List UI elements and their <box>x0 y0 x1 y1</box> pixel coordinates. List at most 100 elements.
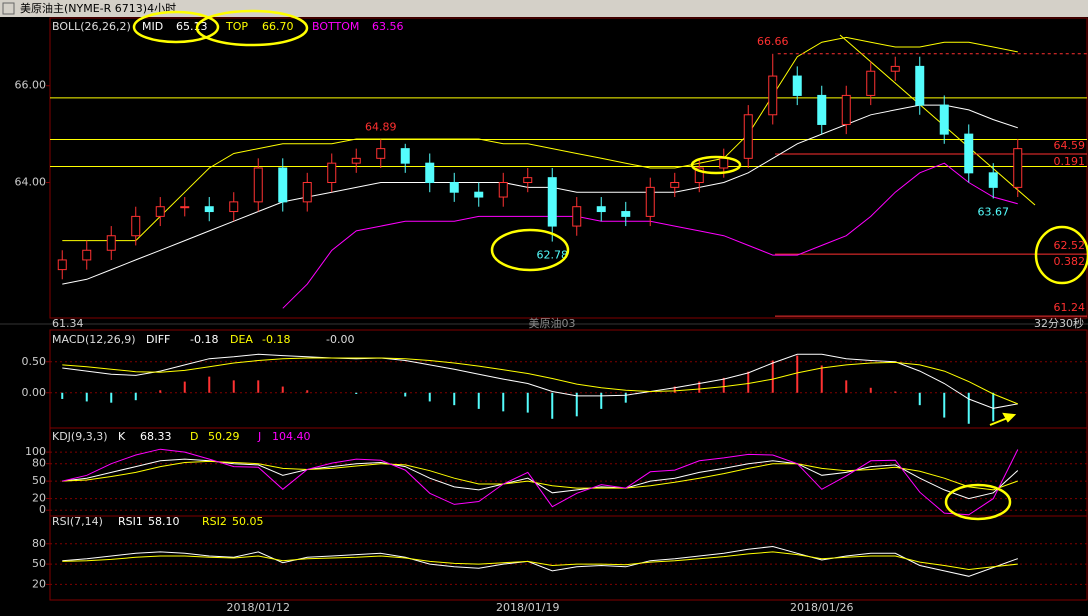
legend-value: 66.70 <box>262 20 294 33</box>
candle-body <box>229 201 239 213</box>
highlight-ellipses <box>132 9 1088 521</box>
fib-label: 64.59 <box>1054 139 1086 152</box>
macd-value: -0.00 <box>326 333 354 346</box>
price-annotation: 66.66 <box>757 35 789 48</box>
legend-value: 58.10 <box>148 515 180 528</box>
legend-name: K <box>118 430 126 443</box>
candle-body <box>523 177 533 184</box>
indicator-line <box>62 551 1018 571</box>
trend-line <box>839 34 1036 206</box>
candle-body <box>82 249 92 261</box>
fib-label: 62.52 <box>1054 239 1086 252</box>
y-tick-label: 50 <box>32 474 46 487</box>
indicator-line <box>62 460 1018 491</box>
legend-value: 68.33 <box>140 430 172 443</box>
info-center: 美原油03 <box>529 316 576 330</box>
info-right: 32分30秒 <box>1034 316 1084 330</box>
candle-body <box>302 182 312 203</box>
candle-body <box>400 148 410 164</box>
indicator-line <box>62 458 1019 500</box>
candle-body <box>57 259 67 271</box>
candle-body <box>180 206 190 209</box>
legend-name: BOTTOM <box>312 20 359 33</box>
candle-body <box>792 75 802 96</box>
panel-frames <box>49 17 1088 601</box>
y-tick-label: 20 <box>32 577 46 590</box>
indicator-line <box>62 545 1018 577</box>
legend-name: J <box>257 430 261 443</box>
panel <box>50 353 1087 424</box>
candle-body <box>474 191 484 198</box>
candle-body <box>719 157 729 169</box>
candle-body <box>817 94 827 125</box>
candle-body <box>596 206 606 213</box>
window-title: 美原油主(NYME-R 6713)4小时 <box>20 1 176 15</box>
candle-body <box>645 186 655 217</box>
back-button[interactable] <box>2 2 15 15</box>
indicator-header: BOLL(26,26,2) <box>52 20 131 33</box>
candle-body <box>939 104 949 135</box>
y-tick-label: 66.00 <box>15 79 47 92</box>
candle-body <box>106 235 116 251</box>
legend-value: -0.18 <box>190 333 218 346</box>
legend-name: RSI1 <box>118 515 143 528</box>
candle-body <box>547 177 557 227</box>
legend-name: DIFF <box>146 333 170 346</box>
arrow <box>989 412 1017 426</box>
candle-body <box>890 65 900 72</box>
indicator-header: RSI(7,14) <box>52 515 103 528</box>
panel <box>50 448 1087 516</box>
candle-body <box>253 167 263 203</box>
candle-body <box>498 182 508 198</box>
price-annotation: 62.78 <box>537 249 569 262</box>
y-tick-label: 0.00 <box>22 386 47 399</box>
candle-body <box>743 114 753 159</box>
candle-body <box>278 167 288 203</box>
candle-body <box>866 70 876 96</box>
fib-ratio: 0.382 <box>1054 255 1086 268</box>
x-tick-label: 2018/01/19 <box>496 601 559 614</box>
indicator-line <box>62 36 1018 242</box>
price-annotation: 64.89 <box>365 120 397 133</box>
legend-name: DEA <box>230 333 253 346</box>
legend-value: 104.40 <box>272 430 311 443</box>
candle-body <box>768 75 778 116</box>
y-tick-label: 50 <box>32 557 46 570</box>
y-tick-label: 0 <box>39 503 46 516</box>
legend-name: D <box>190 430 198 443</box>
candle-body <box>841 94 851 125</box>
candle-body <box>694 167 704 184</box>
y-tick-label: 80 <box>32 537 46 550</box>
legend-value: 50.29 <box>208 430 240 443</box>
y-tick-label: 100 <box>25 445 46 458</box>
candle-body <box>572 206 582 227</box>
candle-body <box>988 172 998 188</box>
x-tick-label: 2018/01/26 <box>790 601 853 614</box>
candle-body <box>964 133 974 174</box>
candle-body <box>351 157 361 164</box>
legend-value: 63.56 <box>372 20 404 33</box>
info-left: 61.34 <box>52 317 84 330</box>
candle-body <box>376 148 386 159</box>
candle-body <box>155 206 165 217</box>
legend-value: -0.18 <box>262 333 290 346</box>
price-annotation: 63.67 <box>978 205 1010 218</box>
candle-body <box>204 206 214 213</box>
y-tick-label: 64.00 <box>15 176 47 189</box>
panel <box>50 36 1087 317</box>
candle-body <box>1013 148 1023 188</box>
indicator-line <box>62 353 1018 409</box>
candle-body <box>327 162 337 184</box>
legend-value: 50.05 <box>232 515 264 528</box>
candle-body <box>449 182 459 193</box>
legend-value: 65.13 <box>176 20 208 33</box>
candle-body <box>621 211 631 217</box>
y-tick-label: 80 <box>32 457 46 470</box>
candle-body <box>915 65 925 106</box>
legend-name: MID <box>142 20 163 33</box>
fib-ratio: 0.191 <box>1054 155 1086 168</box>
y-tick-label: 0.50 <box>22 355 47 368</box>
indicator-header: KDJ(9,3,3) <box>52 430 108 443</box>
panel <box>50 543 1087 585</box>
